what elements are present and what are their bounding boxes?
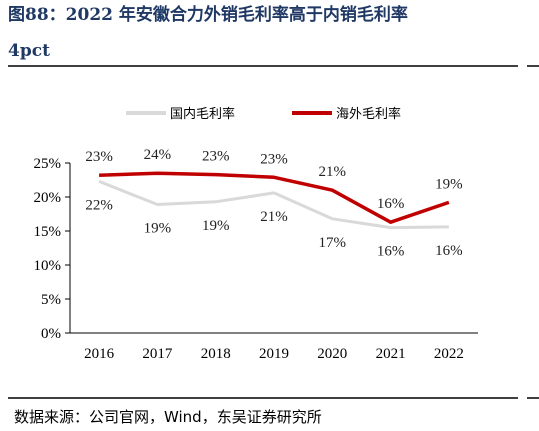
source-note: 数据来源：公司官网，Wind，东吴证券研究所: [14, 408, 322, 426]
data-label-overseas: 19%: [435, 176, 463, 192]
chart-title-line1: 图88：2022 年安徽合力外销毛利率高于内销毛利率: [8, 4, 408, 25]
series-line-overseas: [99, 171, 450, 224]
data-label-overseas: 16%: [377, 196, 405, 212]
data-label-domestic: 19%: [144, 220, 172, 236]
y-tick-label: 15%: [34, 224, 62, 240]
data-label-overseas: 24%: [144, 147, 172, 163]
chart-title-line2: 4pct: [8, 41, 50, 61]
legend-label-overseas: 海外毛利率: [336, 106, 401, 122]
data-label-domestic: 22%: [85, 197, 113, 213]
x-tick-label: 2017: [142, 346, 173, 362]
series-line-domestic: [98, 180, 449, 230]
y-tick-label: 25%: [34, 156, 62, 172]
x-axis: 2016 2017 2018 2019 2020 2021 2022: [70, 332, 478, 362]
x-tick-label: 2022: [434, 346, 464, 362]
data-label-overseas: 23%: [260, 151, 288, 167]
data-label-overseas: 21%: [319, 164, 347, 180]
series-layer: [98, 171, 450, 230]
x-tick-label: 2016: [84, 346, 115, 362]
data-label-overseas: 23%: [85, 149, 113, 165]
y-axis: 0% 5% 10% 15% 20% 25%: [34, 156, 71, 342]
legend-label-domestic: 国内毛利率: [170, 106, 235, 122]
data-label-domestic: 19%: [202, 218, 230, 234]
data-label-domestic: 21%: [260, 209, 288, 225]
y-tick-label: 5%: [41, 292, 61, 308]
data-labels: 23% 24% 23% 23% 21% 16% 19% 22% 19% 19% 21% 17% 16% 1…: [85, 147, 462, 259]
x-tick-label: 2020: [317, 346, 347, 362]
x-tick-label: 2019: [259, 346, 289, 362]
data-label-domestic: 16%: [435, 243, 463, 259]
y-tick-label: 0%: [41, 326, 61, 342]
y-tick-label: 20%: [34, 190, 62, 206]
data-label-domestic: 16%: [377, 244, 405, 260]
data-label-domestic: 17%: [319, 235, 347, 251]
legend: 国内毛利率 海外毛利率: [126, 106, 401, 122]
x-tick-label: 2021: [376, 346, 406, 362]
y-tick-label: 10%: [34, 258, 62, 274]
data-label-overseas: 23%: [202, 149, 230, 165]
x-tick-label: 2018: [201, 346, 231, 362]
